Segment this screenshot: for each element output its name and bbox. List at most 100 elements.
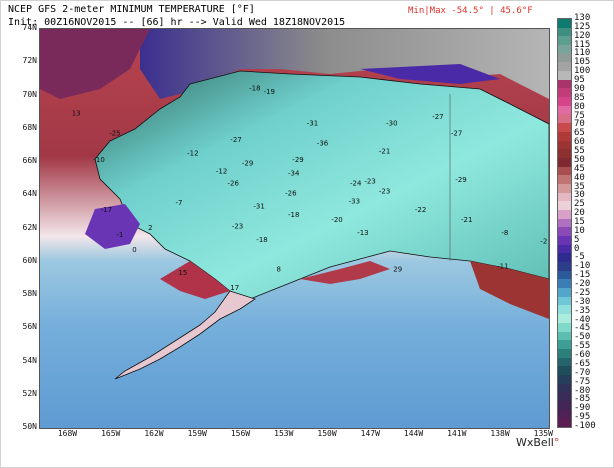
colorbar-swatch	[558, 227, 571, 237]
colorbar-swatch	[558, 409, 571, 419]
colorbar-swatch	[558, 348, 571, 359]
colorbar-tick-label: 90	[574, 83, 585, 94]
colorbar-swatch	[558, 53, 571, 63]
colorbar-swatch	[558, 36, 571, 46]
temperature-value-label: 8	[277, 266, 281, 274]
temperature-value-label: -12	[216, 168, 227, 176]
colorbar-tick-label: 80	[574, 101, 585, 112]
temperature-value-label: -29	[242, 159, 253, 167]
colorbar-tick-label: -100	[574, 421, 596, 431]
colorbar-tick-label: 110	[574, 48, 591, 59]
colorbar-tick-label: 85	[574, 92, 585, 103]
lat-label: 52N	[22, 388, 37, 398]
colorbar-tick-label: 0	[574, 243, 580, 254]
lat-label: 58N	[22, 289, 37, 298]
colorbar-swatch	[558, 175, 571, 185]
delta-cold-band	[85, 204, 140, 249]
colorbar-swatch	[558, 27, 571, 37]
lat-label: 66N	[22, 156, 37, 165]
colorbar-tick-label: -90	[574, 403, 591, 414]
temperature-value-label: -11	[497, 262, 508, 270]
temperature-value-label: -18	[256, 236, 267, 244]
colorbar-tick-label: 15	[574, 217, 585, 227]
colorbar-tick-label: -70	[574, 367, 591, 378]
chukchi-field	[40, 29, 150, 99]
colorbar-tick-label: -50	[574, 332, 591, 343]
colorbar	[557, 18, 572, 428]
lon-label: 147W	[360, 429, 380, 438]
temperature-value-label: -8	[501, 229, 508, 237]
colorbar-swatch	[558, 383, 571, 393]
colorbar-swatch	[558, 236, 571, 246]
colorbar-swatch	[558, 340, 571, 350]
gulf-coast-warm-field	[300, 261, 390, 284]
colorbar-tick-label: 105	[574, 57, 591, 68]
temperature-value-label: -23	[364, 178, 375, 186]
colorbar-swatch	[558, 19, 571, 29]
alaska-peninsula	[114, 290, 256, 380]
bristol-bay-warm-field	[160, 261, 230, 299]
colorbar-swatch	[558, 79, 571, 89]
colorbar-tick-label: -25	[574, 287, 591, 298]
colorbar-tick-label: 55	[574, 146, 585, 157]
lon-label: 156W	[230, 429, 251, 438]
colorbar-tick-label: -35	[574, 305, 591, 316]
lat-label: 72N	[22, 56, 37, 66]
lon-label: 135W	[533, 429, 553, 438]
temperature-value-label: -10	[93, 156, 104, 164]
colorbar-tick-label: 35	[574, 181, 585, 192]
wxbell-logo: WxBell°	[516, 436, 559, 449]
colorbar-tick-label: 65	[574, 128, 585, 139]
temperature-value-label: -18	[249, 85, 260, 93]
chart-title: NCEP GFS 2-meter MINIMUM TEMPERATURE [°F…	[8, 4, 255, 15]
init-line: Init: 00Z16NOV2015 -- [66] hr --> Valid …	[8, 17, 346, 28]
temperature-value-label: -27	[230, 136, 241, 144]
colorbar-swatch	[558, 331, 571, 341]
colorbar-swatch	[558, 296, 571, 306]
colorbar-tick-label: -15	[574, 270, 591, 281]
colorbar-tick-label: 5	[574, 234, 580, 245]
temperature-value-label: -20	[331, 216, 342, 224]
colorbar-swatch	[558, 140, 571, 150]
colorbar-swatch	[558, 105, 571, 115]
temperature-value-label: 17	[230, 284, 239, 292]
colorbar-swatch	[558, 400, 571, 411]
colorbar-swatch	[558, 62, 571, 72]
colorbar-swatch	[558, 270, 571, 280]
colorbar-tick-label: 20	[574, 208, 585, 219]
colorbar-swatch	[558, 366, 571, 376]
temperature-value-label: -13	[357, 229, 368, 237]
colorbar-tick-label: -5	[574, 252, 585, 263]
brand-dot: °	[553, 436, 560, 449]
lon-label: 168W	[57, 429, 78, 438]
colorbar-swatch	[558, 314, 571, 324]
colorbar-swatch	[558, 279, 571, 289]
temperature-value-label: -18	[288, 211, 299, 219]
colorbar-tick-label: 125	[574, 21, 591, 32]
temperature-value-label: -21	[461, 216, 472, 224]
colorbar-tick-label: 70	[574, 119, 585, 130]
temperature-value-label: -21	[379, 148, 390, 156]
arctic-ocean-field	[140, 29, 549, 99]
colorbar-swatch	[558, 209, 571, 220]
colorbar-tick-label: 130	[574, 13, 591, 23]
temperature-value-label: 29	[393, 266, 402, 274]
map-canvas: -18 -19-31 -30-27-27-36-27-29 -29-21-34-26-…	[40, 29, 549, 428]
lon-label: 150W	[317, 429, 337, 438]
lat-label: 70N	[22, 89, 37, 99]
lon-label: 165W	[101, 429, 121, 438]
lat-label: 62N	[22, 222, 37, 232]
colorbar-swatch	[558, 157, 571, 168]
colorbar-swatch	[558, 322, 571, 332]
colorbar-swatch	[558, 262, 571, 272]
colorbar-swatch	[558, 131, 571, 142]
colorbar-tick-label: 40	[574, 172, 585, 183]
temperature-value-label: -25	[109, 129, 120, 137]
colorbar-swatch	[558, 357, 571, 367]
colorbar-tick-label: 95	[574, 75, 585, 86]
lat-label: 68N	[22, 122, 37, 132]
temperature-value-label: -22	[415, 206, 426, 214]
colorbar-tick-label: 30	[574, 190, 585, 201]
temperature-value-label: -26	[285, 189, 297, 197]
colorbar-swatch	[558, 45, 571, 55]
